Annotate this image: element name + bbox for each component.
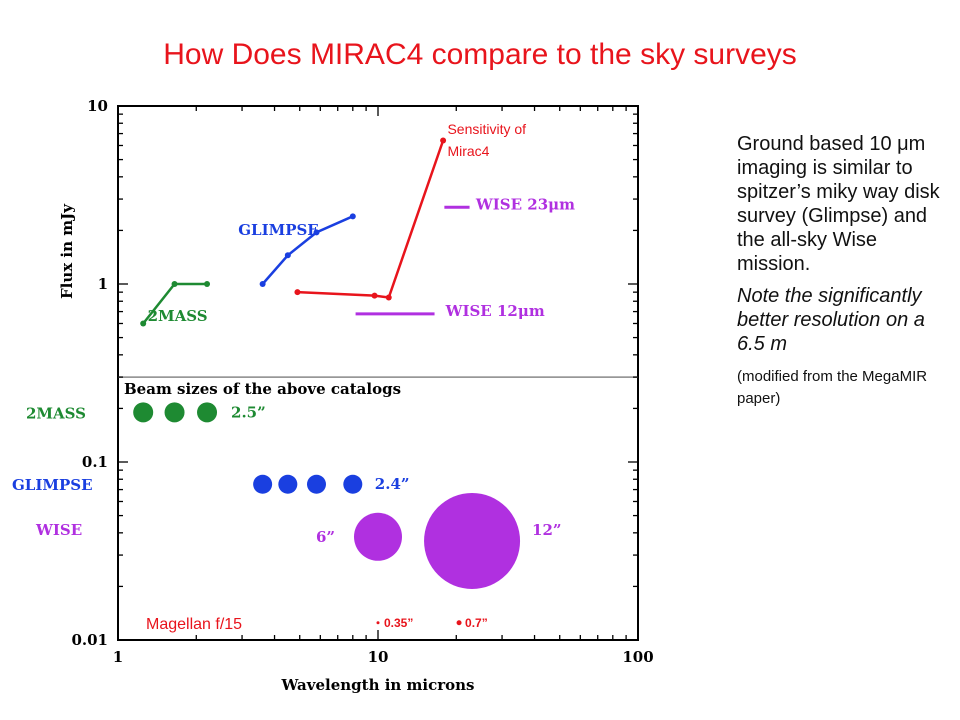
data-point — [371, 292, 378, 299]
beam-dot-magellan — [376, 621, 380, 625]
y-axis-label: Flux in mJy — [58, 203, 76, 299]
page-title: How Does MIRAC4 compare to the sky surve… — [163, 38, 797, 71]
y-tick-label: 1 — [98, 275, 108, 293]
beam-disk-wise — [354, 512, 402, 561]
beam-size-wise-6: 6” — [316, 528, 335, 546]
data-point — [440, 137, 447, 144]
x-tick-label: 10 — [368, 648, 389, 666]
axis-ticks: 1 10 100 0.01 0.1 1 10 Wavelength in microns Flu… — [58, 97, 654, 694]
label-wise-12: WISE 12μm — [445, 302, 545, 320]
flux-wavelength-chart: 1 10 100 0.01 0.1 1 10 Wavelength in microns Flu… — [12, 97, 654, 694]
beam-dot-2mass — [164, 402, 185, 423]
beam-disk-wise — [424, 492, 521, 589]
y-tick-label: 0.01 — [71, 631, 108, 649]
label-mirac4: Sensitivity of Mirac4 — [447, 121, 526, 159]
row-label-wise: WISE — [35, 521, 82, 539]
beam-size-wise-12: 12” — [532, 521, 562, 539]
beam-dot-glimpse — [343, 474, 363, 494]
series-group — [140, 137, 470, 327]
data-point — [284, 252, 291, 259]
beam-dot-glimpse — [278, 474, 298, 494]
row-label-magellan: Magellan f/15 — [146, 616, 242, 633]
y-tick-label: 10 — [87, 97, 108, 115]
data-point — [140, 320, 147, 327]
data-point — [349, 213, 356, 220]
series-line-glimpse — [261, 215, 354, 285]
beam-size-magellan: 0.7” — [465, 616, 488, 630]
beam-dot-2mass — [197, 402, 218, 423]
label-2mass: 2MASS — [148, 307, 208, 325]
x-axis-label: Wavelength in microns — [280, 676, 474, 694]
note-paragraph-3: (modified from the MegaMIR paper) — [737, 368, 928, 407]
y-tick-label: 0.1 — [82, 453, 108, 471]
data-point — [171, 281, 178, 287]
beam-dot-glimpse — [306, 474, 326, 494]
data-point — [313, 229, 320, 236]
x-tick-label: 1 — [113, 648, 123, 666]
notes-panel: Ground based 10 μm imaging is similar to… — [737, 132, 947, 410]
data-point — [294, 289, 301, 296]
beam-dot-2mass — [133, 402, 154, 423]
data-point — [204, 281, 211, 287]
beam-section-title: Beam sizes of the above catalogs — [124, 380, 401, 398]
data-point — [259, 281, 266, 287]
x-tick-label: 100 — [622, 648, 653, 666]
note-paragraph-1: Ground based 10 μm imaging is similar to… — [737, 133, 940, 275]
label-glimpse: GLIMPSE — [238, 221, 319, 239]
row-label-glimpse: GLIMPSE — [12, 476, 93, 494]
beam-dot-magellan — [456, 620, 462, 626]
beam-size-2mass: 2.5” — [231, 403, 266, 421]
beam-group: 2.5” 2MASS 2.4” GLIMPSE 6” 12” WISE 0.35” 0.7” Ma… — [12, 402, 562, 633]
beam-size-magellan: 0.35” — [384, 616, 413, 630]
beam-size-glimpse: 2.4” — [375, 475, 410, 493]
series-line-sensitivity-of-mirac4 — [297, 140, 445, 299]
note-paragraph-2: Note the significantly better resolution… — [737, 285, 925, 355]
data-point — [385, 294, 392, 301]
label-group: Beam sizes of the above catalogs 2MASS GLI… — [124, 121, 575, 398]
row-label-2mass: 2MASS — [26, 404, 86, 422]
label-wise-23: WISE 23μm — [475, 196, 575, 214]
beam-dot-glimpse — [253, 474, 273, 494]
